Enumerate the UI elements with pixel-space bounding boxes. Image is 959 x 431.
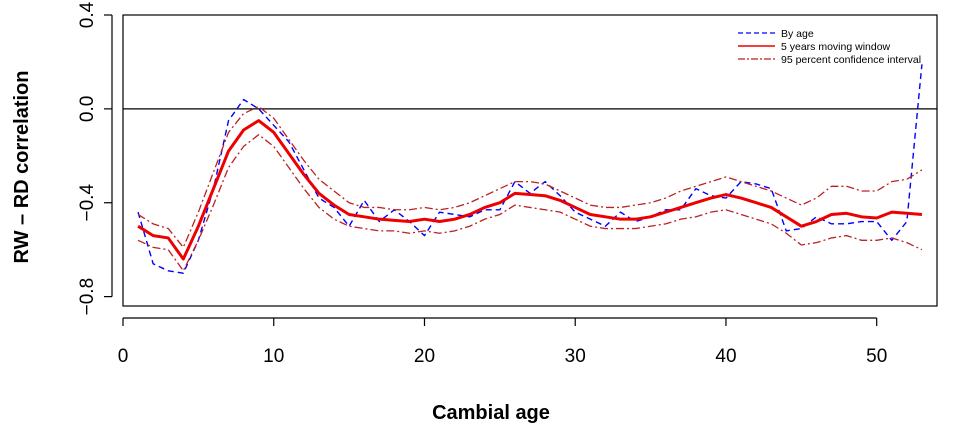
x-axis-title: Cambial age [432, 402, 550, 424]
x-tick-label: 0 [118, 346, 129, 367]
y-tick-label: −0.4 [77, 184, 98, 222]
x-tick-label: 50 [866, 346, 887, 367]
legend-label: 5 years moving window [781, 41, 891, 53]
x-tick-label: 20 [414, 346, 435, 367]
x-tick-label: 40 [715, 346, 736, 367]
x-axis: 0 10 20 30 40 50 [118, 317, 887, 367]
legend-label: 95 percent confidence interval [781, 54, 921, 66]
plot-frame [122, 14, 938, 307]
y-tick-label: 0.0 [77, 96, 98, 122]
series-confidence-upper-line [137, 105, 923, 249]
legend-label: By age [781, 28, 814, 40]
y-tick-label: 0.4 [77, 1, 98, 28]
series-layer [137, 64, 923, 274]
plot-area [122, 14, 938, 307]
x-tick-label: 10 [263, 346, 284, 367]
y-axis-title: RW – RD correlation [11, 71, 33, 264]
series-moving-window-line [137, 119, 923, 261]
y-tick-label: −0.8 [77, 278, 98, 316]
series-by-age-line [137, 64, 923, 274]
y-axis: −0.8 −0.4 0.0 0.4 [77, 1, 113, 316]
x-tick-label: 30 [565, 346, 586, 367]
series-confidence-lower-line [137, 133, 923, 273]
